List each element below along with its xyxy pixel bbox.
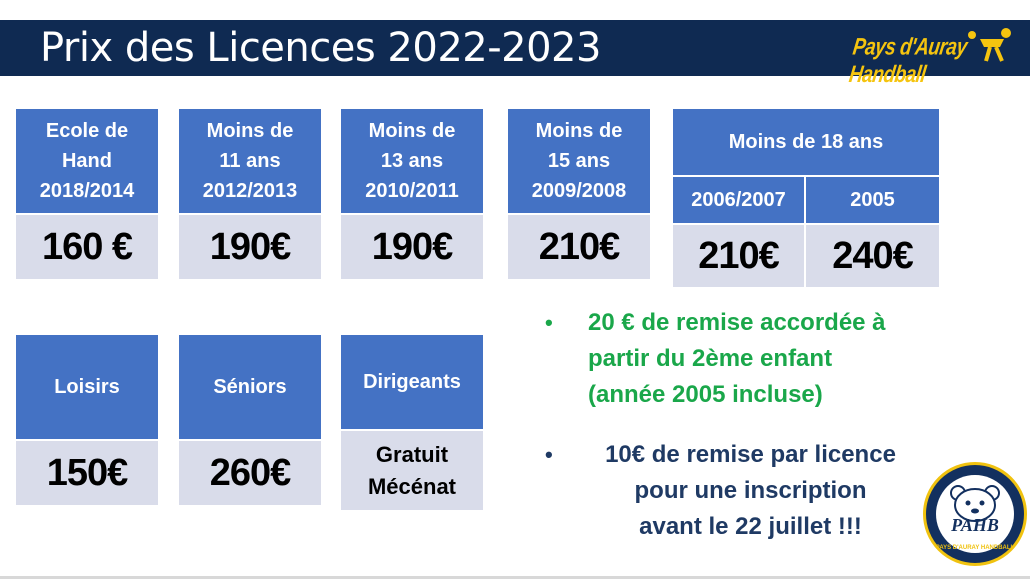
badge-label: PAHB bbox=[951, 515, 999, 535]
card-price: 210€ bbox=[508, 215, 650, 279]
card-moins-de-11-ans: Moins de 11 ans 2012/2013 190€ bbox=[179, 109, 321, 279]
card-seniors: Séniors 260€ bbox=[179, 335, 321, 505]
card-moins-de-18-ans: Moins de 18 ans 2006/2007 2005 210€ 240€ bbox=[673, 109, 939, 287]
card-price: 210€ bbox=[673, 225, 804, 287]
card-category: Loisirs bbox=[16, 335, 158, 439]
sub-category-2006-2007: 2006/2007 bbox=[673, 177, 804, 223]
card-price: 150€ bbox=[16, 441, 158, 505]
card-category: Dirigeants bbox=[341, 335, 483, 429]
card-category: Moins de 11 ans 2012/2013 bbox=[179, 109, 321, 213]
card-price: 240€ bbox=[806, 225, 939, 287]
card-category: Moins de 18 ans bbox=[673, 109, 939, 175]
page-title: Prix des Licences 2022-2023 bbox=[40, 25, 601, 71]
card-price: 260€ bbox=[179, 441, 321, 505]
card-price: 160 € bbox=[16, 215, 158, 279]
badge-ring-text: PAYS D'AURAY HANDBALL bbox=[935, 545, 1015, 551]
club-badge-logo: PAHB PAYS D'AURAY HANDBALL bbox=[923, 462, 1027, 566]
card-price: 190€ bbox=[179, 215, 321, 279]
card-category: Moins de 13 ans 2010/2011 bbox=[341, 109, 483, 213]
title-bar bbox=[0, 20, 1030, 76]
divider bbox=[0, 576, 1030, 579]
card-moins-de-15-ans: Moins de 15 ans 2009/2008 210€ bbox=[508, 109, 650, 279]
bullet-icon: • bbox=[545, 442, 553, 467]
card-category: Séniors bbox=[179, 335, 321, 439]
sub-category-2005: 2005 bbox=[806, 177, 939, 223]
handball-player-icon bbox=[968, 28, 1011, 62]
mascot-bear-icon bbox=[936, 475, 1014, 553]
card-moins-de-13-ans: Moins de 13 ans 2010/2011 190€ bbox=[341, 109, 483, 279]
card-category: Moins de 15 ans 2009/2008 bbox=[508, 109, 650, 213]
card-price: 190€ bbox=[341, 215, 483, 279]
card-dirigeants: Dirigeants Gratuit Mécénat bbox=[341, 335, 483, 510]
bullet-icon: • bbox=[545, 310, 553, 335]
card-loisirs: Loisirs 150€ bbox=[16, 335, 158, 505]
card-ecole-de-hand: Ecole de Hand 2018/2014 160 € bbox=[16, 109, 158, 279]
card-price: Gratuit Mécénat bbox=[341, 431, 483, 510]
card-category: Ecole de Hand 2018/2014 bbox=[16, 109, 158, 213]
